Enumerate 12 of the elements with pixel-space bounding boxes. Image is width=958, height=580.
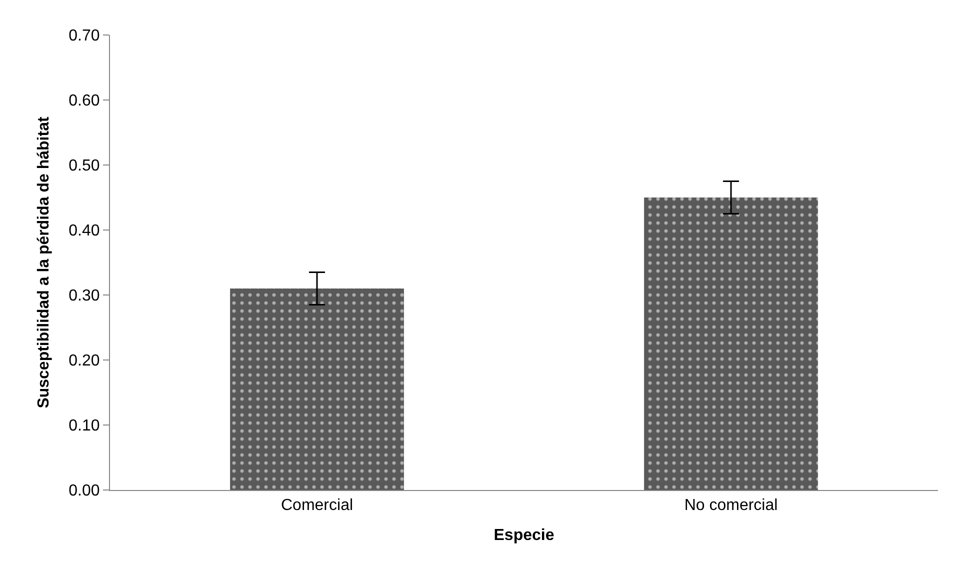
y-tick-label: 0.40 bbox=[68, 222, 100, 240]
x-tick-label: No comercial bbox=[684, 497, 778, 514]
y-tick-label: 0.70 bbox=[68, 28, 100, 45]
y-tick-label: 0.30 bbox=[68, 288, 100, 305]
y-tick-label: 0.50 bbox=[68, 158, 100, 175]
y-tick-label: 0.10 bbox=[68, 418, 100, 435]
y-axis-title: Susceptibilidad a la pérdida de hábitat bbox=[36, 116, 53, 408]
x-tick-label: Comercial bbox=[280, 497, 354, 514]
y-tick-label: 0.60 bbox=[68, 92, 100, 110]
x-axis-title: Especie bbox=[494, 526, 554, 544]
y-tick-label: 0.00 bbox=[68, 482, 100, 500]
y-tick-label: 0.20 bbox=[68, 352, 100, 370]
